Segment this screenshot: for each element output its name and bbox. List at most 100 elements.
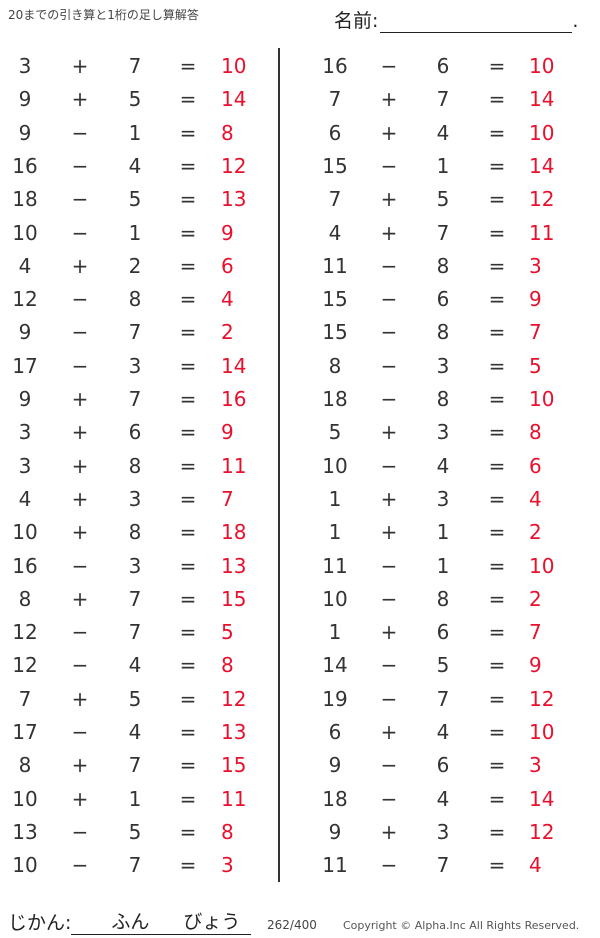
answer: 14 bbox=[529, 153, 555, 178]
answer: 2 bbox=[529, 520, 542, 545]
equals-sign: = bbox=[488, 653, 506, 678]
operator: + bbox=[380, 420, 398, 445]
first-operand: 10 bbox=[322, 453, 348, 478]
first-operand: 9 bbox=[18, 320, 32, 345]
equals-sign: = bbox=[488, 120, 506, 145]
seconds-label: びょう bbox=[183, 911, 241, 933]
first-operand: 9 bbox=[18, 120, 32, 145]
equals-sign: = bbox=[179, 87, 197, 112]
equals-sign: = bbox=[179, 120, 197, 145]
equals-sign: = bbox=[179, 486, 197, 511]
answer: 4 bbox=[529, 486, 542, 511]
operator: + bbox=[380, 720, 398, 744]
equals-sign: = bbox=[179, 553, 197, 578]
operator: − bbox=[380, 353, 398, 378]
page-number: 262/400 bbox=[267, 918, 317, 932]
answer: 5 bbox=[221, 620, 234, 645]
second-operand: 7 bbox=[128, 620, 142, 645]
answer: 12 bbox=[221, 153, 247, 178]
first-operand: 9 bbox=[18, 87, 32, 112]
first-operand: 17 bbox=[12, 353, 38, 378]
equals-sign: = bbox=[488, 253, 506, 278]
equals-sign: = bbox=[488, 153, 506, 178]
first-operand: 15 bbox=[322, 287, 348, 312]
operator: − bbox=[71, 120, 89, 145]
equals-sign: = bbox=[488, 453, 506, 478]
first-operand: 9 bbox=[328, 753, 342, 778]
operator: + bbox=[71, 520, 89, 545]
answer: 3 bbox=[221, 853, 234, 878]
first-operand: 3 bbox=[18, 54, 32, 78]
answer: 9 bbox=[221, 220, 234, 245]
first-operand: 14 bbox=[322, 653, 348, 678]
equals-sign: = bbox=[488, 620, 506, 645]
equals-sign: = bbox=[488, 353, 506, 378]
second-operand: 5 bbox=[128, 819, 142, 844]
first-operand: 11 bbox=[322, 853, 348, 878]
second-operand: 8 bbox=[436, 320, 450, 345]
equals-sign: = bbox=[179, 320, 197, 345]
equals-sign: = bbox=[179, 520, 197, 545]
first-operand: 10 bbox=[12, 220, 38, 245]
answer: 2 bbox=[529, 586, 542, 611]
minutes-label: ふん bbox=[111, 911, 150, 933]
answer: 15 bbox=[221, 586, 247, 611]
answer: 13 bbox=[221, 553, 247, 578]
operator: − bbox=[380, 253, 398, 278]
second-operand: 5 bbox=[436, 653, 450, 678]
first-operand: 13 bbox=[12, 819, 38, 844]
operator: + bbox=[380, 819, 398, 844]
answer: 18 bbox=[221, 520, 247, 545]
first-operand: 9 bbox=[18, 387, 32, 411]
second-operand: 4 bbox=[128, 653, 142, 678]
operator: − bbox=[71, 287, 89, 312]
equals-sign: = bbox=[488, 586, 506, 611]
second-operand: 8 bbox=[436, 586, 450, 611]
equals-sign: = bbox=[488, 819, 506, 844]
answer: 8 bbox=[529, 420, 542, 445]
name-blank-line[interactable] bbox=[380, 14, 573, 33]
operator: + bbox=[71, 420, 89, 445]
first-operand: 6 bbox=[328, 720, 342, 744]
operator: + bbox=[380, 187, 398, 212]
operator: − bbox=[380, 753, 398, 778]
operator: − bbox=[71, 353, 89, 378]
first-operand: 7 bbox=[18, 686, 32, 711]
second-operand: 3 bbox=[436, 819, 450, 844]
answer: 11 bbox=[529, 220, 555, 245]
first-operand: 10 bbox=[12, 786, 38, 811]
equals-sign: = bbox=[179, 819, 197, 844]
second-operand: 4 bbox=[436, 786, 450, 811]
first-operand: 9 bbox=[328, 819, 342, 844]
second-operand: 8 bbox=[128, 287, 142, 312]
answer: 4 bbox=[221, 287, 234, 312]
name-field: 名前:. bbox=[334, 6, 578, 33]
answer: 14 bbox=[529, 786, 555, 811]
first-operand: 4 bbox=[328, 220, 342, 245]
time-label: じかん: bbox=[8, 912, 72, 934]
equals-sign: = bbox=[488, 520, 506, 545]
answer: 10 bbox=[529, 553, 555, 578]
answer: 14 bbox=[221, 87, 247, 112]
second-operand: 3 bbox=[128, 353, 142, 378]
second-operand: 5 bbox=[436, 187, 450, 212]
time-blank[interactable]: ふん びょう bbox=[71, 911, 252, 935]
equals-sign: = bbox=[179, 220, 197, 245]
equals-sign: = bbox=[488, 753, 506, 778]
answer: 12 bbox=[221, 686, 247, 711]
second-operand: 8 bbox=[128, 520, 142, 545]
copyright: Copyright © Alpha.Inc All Rights Reserve… bbox=[343, 919, 580, 932]
second-operand: 7 bbox=[128, 753, 142, 778]
first-operand: 8 bbox=[18, 586, 32, 611]
first-operand: 4 bbox=[18, 486, 32, 511]
answer: 7 bbox=[529, 620, 542, 645]
operator: + bbox=[71, 54, 89, 78]
operator: − bbox=[71, 620, 89, 645]
first-operand: 11 bbox=[322, 553, 348, 578]
answer: 10 bbox=[529, 54, 555, 78]
first-operand: 12 bbox=[12, 287, 38, 312]
second-operand: 1 bbox=[128, 786, 142, 811]
first-operand: 17 bbox=[12, 720, 38, 744]
operator: + bbox=[71, 87, 89, 112]
equals-sign: = bbox=[488, 486, 506, 511]
